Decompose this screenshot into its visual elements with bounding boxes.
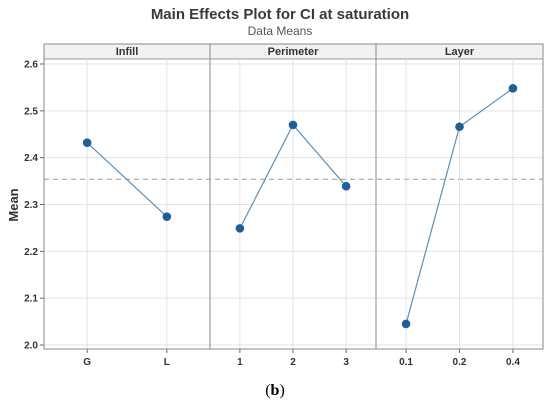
figure-caption: (b): [265, 382, 285, 399]
y-tick-label: 2.5: [24, 106, 38, 117]
chart-title: Main Effects Plot for CI at saturation: [151, 6, 409, 23]
x-tick-label: 0.4: [506, 357, 520, 368]
x-tick-label: G: [83, 357, 91, 368]
data-point: [235, 224, 245, 233]
data-point: [341, 181, 351, 191]
x-tick-label: 3: [343, 357, 349, 368]
series-line-infill: [86, 142, 168, 218]
data-point: [455, 122, 464, 132]
y-tick-label: 2.2: [24, 247, 38, 258]
y-tick-label: 2.4: [24, 153, 38, 164]
data-point: [162, 212, 172, 221]
caption-open: (: [265, 382, 270, 399]
y-axis-label: Mean: [6, 188, 21, 221]
plot-area: 2.0 2.1 2.2 2.3 2.4 2.5 2.6 Infill G L Perimeter 1 2…: [24, 43, 544, 368]
chart-subtitle: Data Means: [248, 24, 313, 38]
panel-border: [375, 43, 544, 350]
y-tick-label: 2.0: [24, 341, 38, 352]
x-tick-label: 1: [237, 357, 243, 368]
data-point: [508, 84, 518, 93]
caption-letter: b: [271, 382, 280, 399]
x-tick-label: L: [164, 357, 170, 368]
x-tick-label: 0.2: [453, 357, 467, 368]
y-tick-label: 2.1: [24, 294, 38, 305]
panel-border: [43, 43, 211, 350]
data-point: [82, 138, 92, 147]
panel-label-layer: Layer: [445, 46, 475, 58]
y-tick-label: 2.6: [24, 60, 38, 71]
data-point: [288, 120, 298, 130]
caption-close: ): [279, 382, 284, 399]
x-tick-label: 2: [290, 357, 296, 368]
data-point: [401, 319, 411, 329]
y-tick-label: 2.3: [24, 200, 38, 211]
x-tick-label: 0.1: [399, 357, 413, 368]
panel-label-perimeter: Perimeter: [268, 46, 319, 58]
panel-label-infill: Infill: [116, 46, 139, 58]
